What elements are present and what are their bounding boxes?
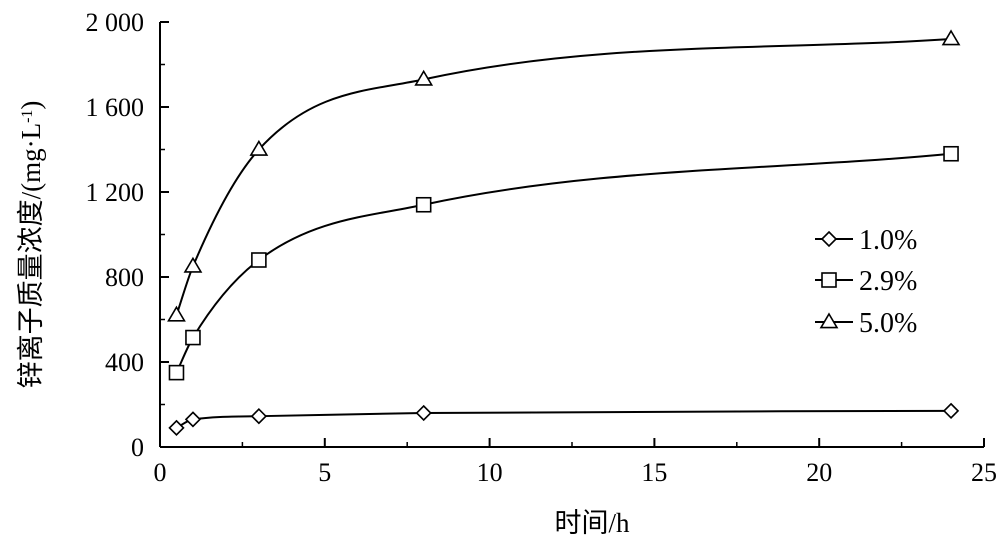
data-point xyxy=(168,364,185,381)
legend-item: 5.0% xyxy=(815,308,917,339)
y-tick-label: 0 xyxy=(131,433,144,462)
y-tick-label: 800 xyxy=(105,263,144,292)
data-point xyxy=(941,29,961,46)
x-axis-title: 时间/h xyxy=(554,508,630,538)
x-tick-label: 0 xyxy=(154,458,167,487)
legend: 1.0% 2.9% 5.0% xyxy=(815,225,917,339)
data-point xyxy=(249,139,269,156)
x-tick-label: 10 xyxy=(477,458,503,487)
data-point xyxy=(250,408,268,425)
y-tick-label: 1 600 xyxy=(86,93,145,122)
data-point xyxy=(415,404,432,422)
data-point xyxy=(414,69,434,86)
y-axis-title: 锌离子质量浓度/(mg·L-1) xyxy=(16,101,46,389)
data-point xyxy=(168,419,185,437)
y-axis-title-close: ) xyxy=(16,101,46,110)
data-point xyxy=(942,402,960,420)
legend-marker xyxy=(821,272,837,288)
y-tick-label: 2 000 xyxy=(86,8,145,37)
series-square xyxy=(168,145,959,381)
series-line xyxy=(175,152,952,374)
data-point xyxy=(183,256,203,273)
data-point xyxy=(185,329,201,346)
axes: 0 5 10 15 20 25 0 400 800 1 200 1 600 2 000 xyxy=(86,8,998,487)
legend-marker xyxy=(819,312,839,329)
x-tick-label: 20 xyxy=(806,458,832,487)
legend-item: 1.0% xyxy=(815,225,917,256)
x-tick-label: 25 xyxy=(971,458,997,487)
data-point xyxy=(415,196,432,213)
y-axis-title-exponent: -1 xyxy=(19,110,36,123)
data-point xyxy=(943,145,959,162)
y-tick-label: 400 xyxy=(105,348,144,377)
series-triangle xyxy=(167,29,961,322)
legend-item: 2.9% xyxy=(815,266,917,297)
legend-label: 1.0% xyxy=(859,225,917,256)
series-layer xyxy=(167,29,961,437)
data-point xyxy=(251,252,267,268)
data-point xyxy=(184,411,202,428)
legend-label: 5.0% xyxy=(859,308,917,339)
x-tick-label: 15 xyxy=(641,458,667,487)
x-tick-label: 5 xyxy=(318,458,331,487)
series-line xyxy=(176,409,952,429)
legend-label: 2.9% xyxy=(859,266,917,297)
legend-marker xyxy=(820,230,838,248)
y-axis-title-main: 锌离子质量浓度/(mg·L xyxy=(16,123,46,388)
y-tick-label: 1 200 xyxy=(86,178,145,207)
series-diamond xyxy=(168,402,960,437)
data-point xyxy=(167,305,186,322)
